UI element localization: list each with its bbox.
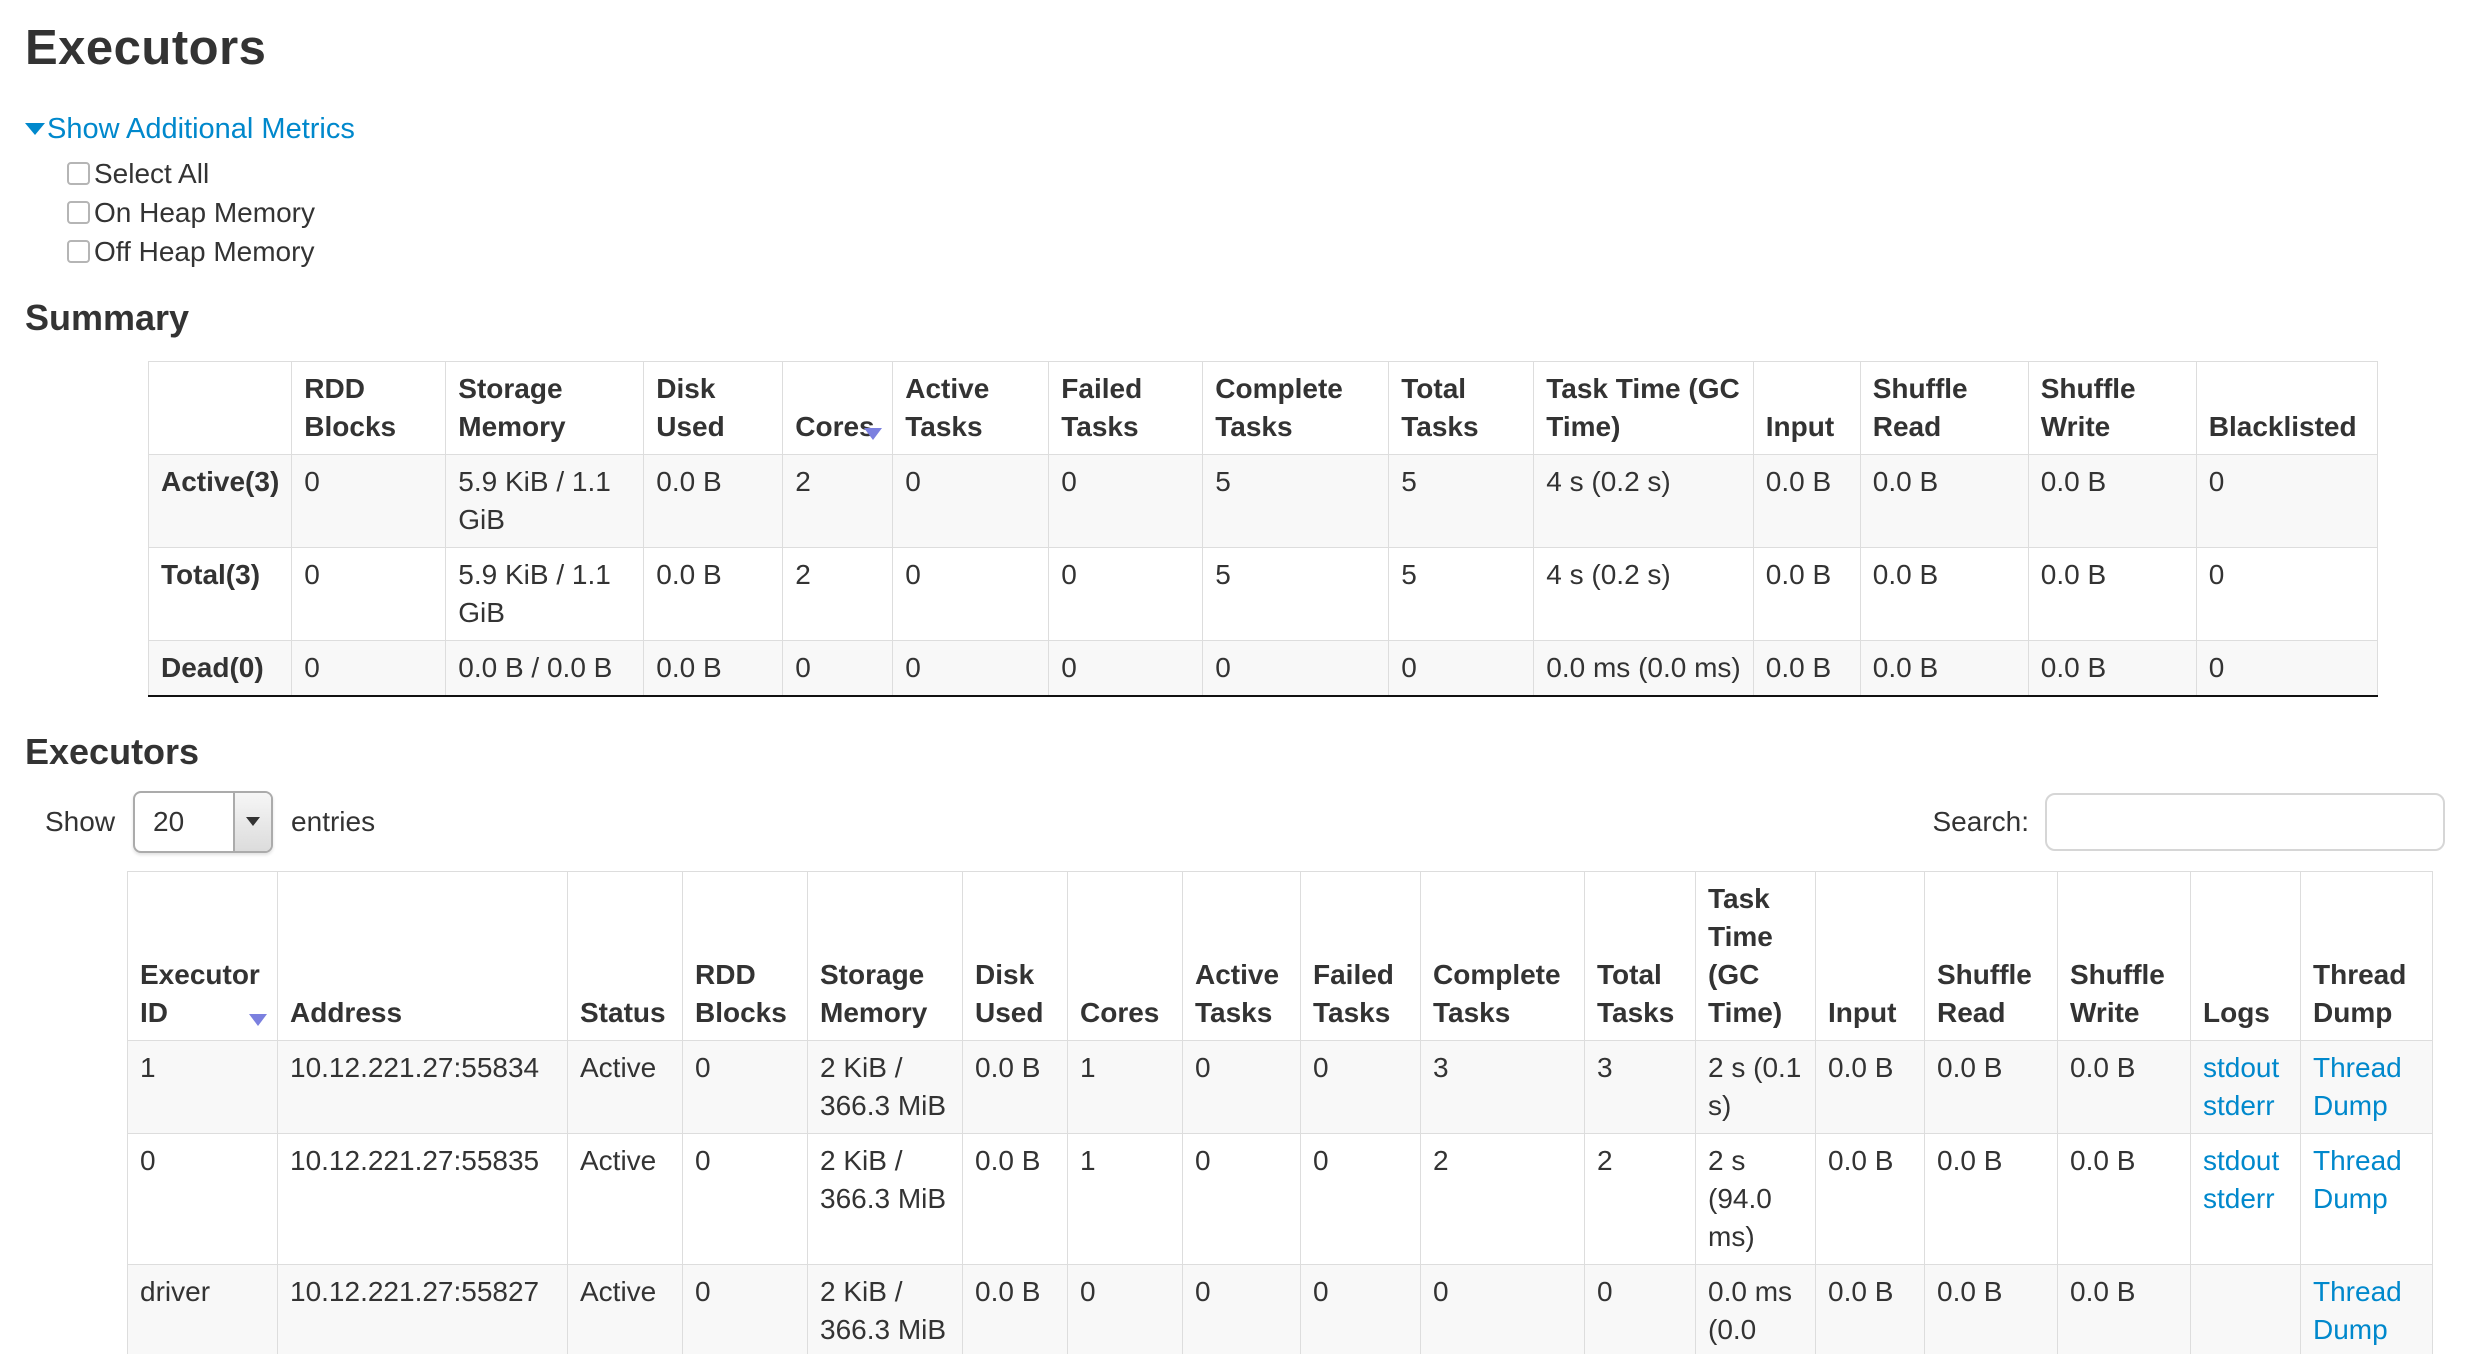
off-heap-memory-label: Off Heap Memory	[94, 235, 315, 267]
summary-col-cores[interactable]: Cores	[782, 360, 894, 455]
summary-col-blacklisted[interactable]: Blacklisted	[2195, 360, 2378, 455]
logs-cell-empty	[2190, 1263, 2301, 1354]
select-dropdown-button[interactable]	[233, 792, 272, 851]
exec-col-storage-memory[interactable]: Storage Memory	[807, 870, 963, 1041]
executor-row-driver: driver 10.12.221.27:55827 Active 0 2 KiB…	[127, 1263, 2433, 1354]
summary-row-active: Active(3) 0 5.9 KiB / 1.1 GiB 0.0 B 2 0 …	[147, 453, 2378, 548]
entries-select[interactable]: 20	[133, 790, 274, 853]
search-control: Search:	[1932, 792, 2445, 851]
exec-col-thread-dump[interactable]: Thread Dump	[2300, 870, 2433, 1041]
summary-col-task-time[interactable]: Task Time (GC Time)	[1533, 360, 1754, 455]
summary-col-total-tasks[interactable]: Total Tasks	[1388, 360, 1535, 455]
sort-desc-icon	[864, 427, 883, 440]
search-label: Search:	[1932, 805, 2030, 837]
thread-dump-link[interactable]: Thread Dump	[2313, 1275, 2402, 1345]
exec-col-failed-tasks[interactable]: Failed Tasks	[1300, 870, 1421, 1041]
executors-heading: Executors	[25, 730, 200, 772]
summary-col-complete-tasks[interactable]: Complete Tasks	[1202, 360, 1390, 455]
stdout-link[interactable]: stdout	[2203, 1144, 2280, 1176]
exec-col-input[interactable]: Input	[1815, 870, 1925, 1041]
summary-col-input[interactable]: Input	[1752, 360, 1861, 455]
caret-down-icon	[25, 123, 45, 135]
show-additional-metrics-label: Show Additional Metrics	[47, 112, 355, 145]
summary-row-dead: Dead(0) 0 0.0 B / 0.0 B 0.0 B 0 0 0 0 0 …	[147, 639, 2378, 696]
exec-col-active-tasks[interactable]: Active Tasks	[1182, 870, 1301, 1041]
caret-down-icon	[246, 817, 261, 826]
sort-desc-icon	[249, 1013, 267, 1026]
checkbox-row-on-heap: On Heap Memory	[67, 193, 2441, 232]
page-title: Executors	[25, 21, 267, 75]
executors-table: Executor ID Address Status RDD Blocks St…	[127, 870, 2433, 1354]
exec-col-executor-id[interactable]: Executor ID	[127, 870, 278, 1041]
exec-col-complete-tasks[interactable]: Complete Tasks	[1420, 870, 1585, 1041]
exec-col-status[interactable]: Status	[567, 870, 683, 1041]
summary-heading: Summary	[25, 296, 190, 338]
exec-col-cores[interactable]: Cores	[1067, 870, 1183, 1041]
executors-table-container: Executor ID Address Status RDD Blocks St…	[127, 870, 2445, 1354]
summary-col-rdd-blocks[interactable]: RDD Blocks	[291, 360, 447, 455]
exec-col-address[interactable]: Address	[277, 870, 568, 1041]
summary-table: RDD Blocks Storage Memory Disk Used Core…	[147, 360, 2378, 697]
summary-row-total: Total(3) 0 5.9 KiB / 1.1 GiB 0.0 B 2 0 0…	[147, 546, 2378, 641]
show-label: Show	[45, 805, 116, 837]
on-heap-memory-checkbox[interactable]	[67, 200, 90, 224]
exec-col-shuffle-read[interactable]: Shuffle Read	[1924, 870, 2058, 1041]
on-heap-memory-label: On Heap Memory	[94, 196, 315, 228]
summary-col-blank[interactable]	[147, 360, 293, 455]
off-heap-memory-checkbox[interactable]	[67, 239, 90, 263]
exec-col-total-tasks[interactable]: Total Tasks	[1584, 870, 1696, 1041]
summary-header-row: RDD Blocks Storage Memory Disk Used Core…	[147, 360, 2378, 455]
thread-dump-link[interactable]: Thread Dump	[2313, 1144, 2402, 1214]
stdout-link[interactable]: stdout	[2203, 1051, 2280, 1083]
show-additional-metrics-link[interactable]: Show Additional Metrics	[25, 113, 355, 146]
checkbox-row-select-all: Select All	[67, 154, 2441, 193]
executors-header-row: Executor ID Address Status RDD Blocks St…	[127, 870, 2433, 1041]
executor-row-1: 1 10.12.221.27:55834 Active 0 2 KiB / 36…	[127, 1039, 2433, 1134]
exec-col-rdd-blocks[interactable]: RDD Blocks	[682, 870, 808, 1041]
exec-col-task-time[interactable]: Task Time (GC Time)	[1695, 870, 1816, 1041]
additional-metrics-section: Show Additional Metrics Select All On He…	[25, 110, 2441, 271]
select-all-label: Select All	[94, 157, 210, 189]
summary-col-shuffle-read[interactable]: Shuffle Read	[1859, 360, 2029, 455]
entries-label: entries	[291, 805, 376, 837]
stderr-link[interactable]: stderr	[2203, 1089, 2275, 1121]
exec-col-shuffle-write[interactable]: Shuffle Write	[2057, 870, 2191, 1041]
stderr-link[interactable]: stderr	[2203, 1182, 2275, 1214]
page-length-control: Show 20 entries	[45, 790, 376, 853]
thread-dump-link[interactable]: Thread Dump	[2313, 1051, 2402, 1121]
checkbox-row-off-heap: Off Heap Memory	[67, 232, 2441, 271]
exec-col-logs[interactable]: Logs	[2190, 870, 2301, 1041]
summary-col-shuffle-write[interactable]: Shuffle Write	[2027, 360, 2197, 455]
executor-row-0: 0 10.12.221.27:55835 Active 0 2 KiB / 36…	[127, 1132, 2433, 1265]
summary-col-disk-used[interactable]: Disk Used	[643, 360, 784, 455]
exec-col-disk-used[interactable]: Disk Used	[962, 870, 1068, 1041]
summary-col-storage-memory[interactable]: Storage Memory	[445, 360, 645, 455]
search-input[interactable]	[2045, 792, 2445, 851]
summary-col-active-tasks[interactable]: Active Tasks	[892, 360, 1050, 455]
summary-table-container: RDD Blocks Storage Memory Disk Used Core…	[147, 360, 2441, 697]
select-all-checkbox[interactable]	[67, 161, 90, 185]
summary-col-failed-tasks[interactable]: Failed Tasks	[1048, 360, 1204, 455]
entries-select-value: 20	[153, 805, 185, 837]
executors-datatable: Show 20 entries Search: Executor ID	[45, 789, 2445, 1354]
